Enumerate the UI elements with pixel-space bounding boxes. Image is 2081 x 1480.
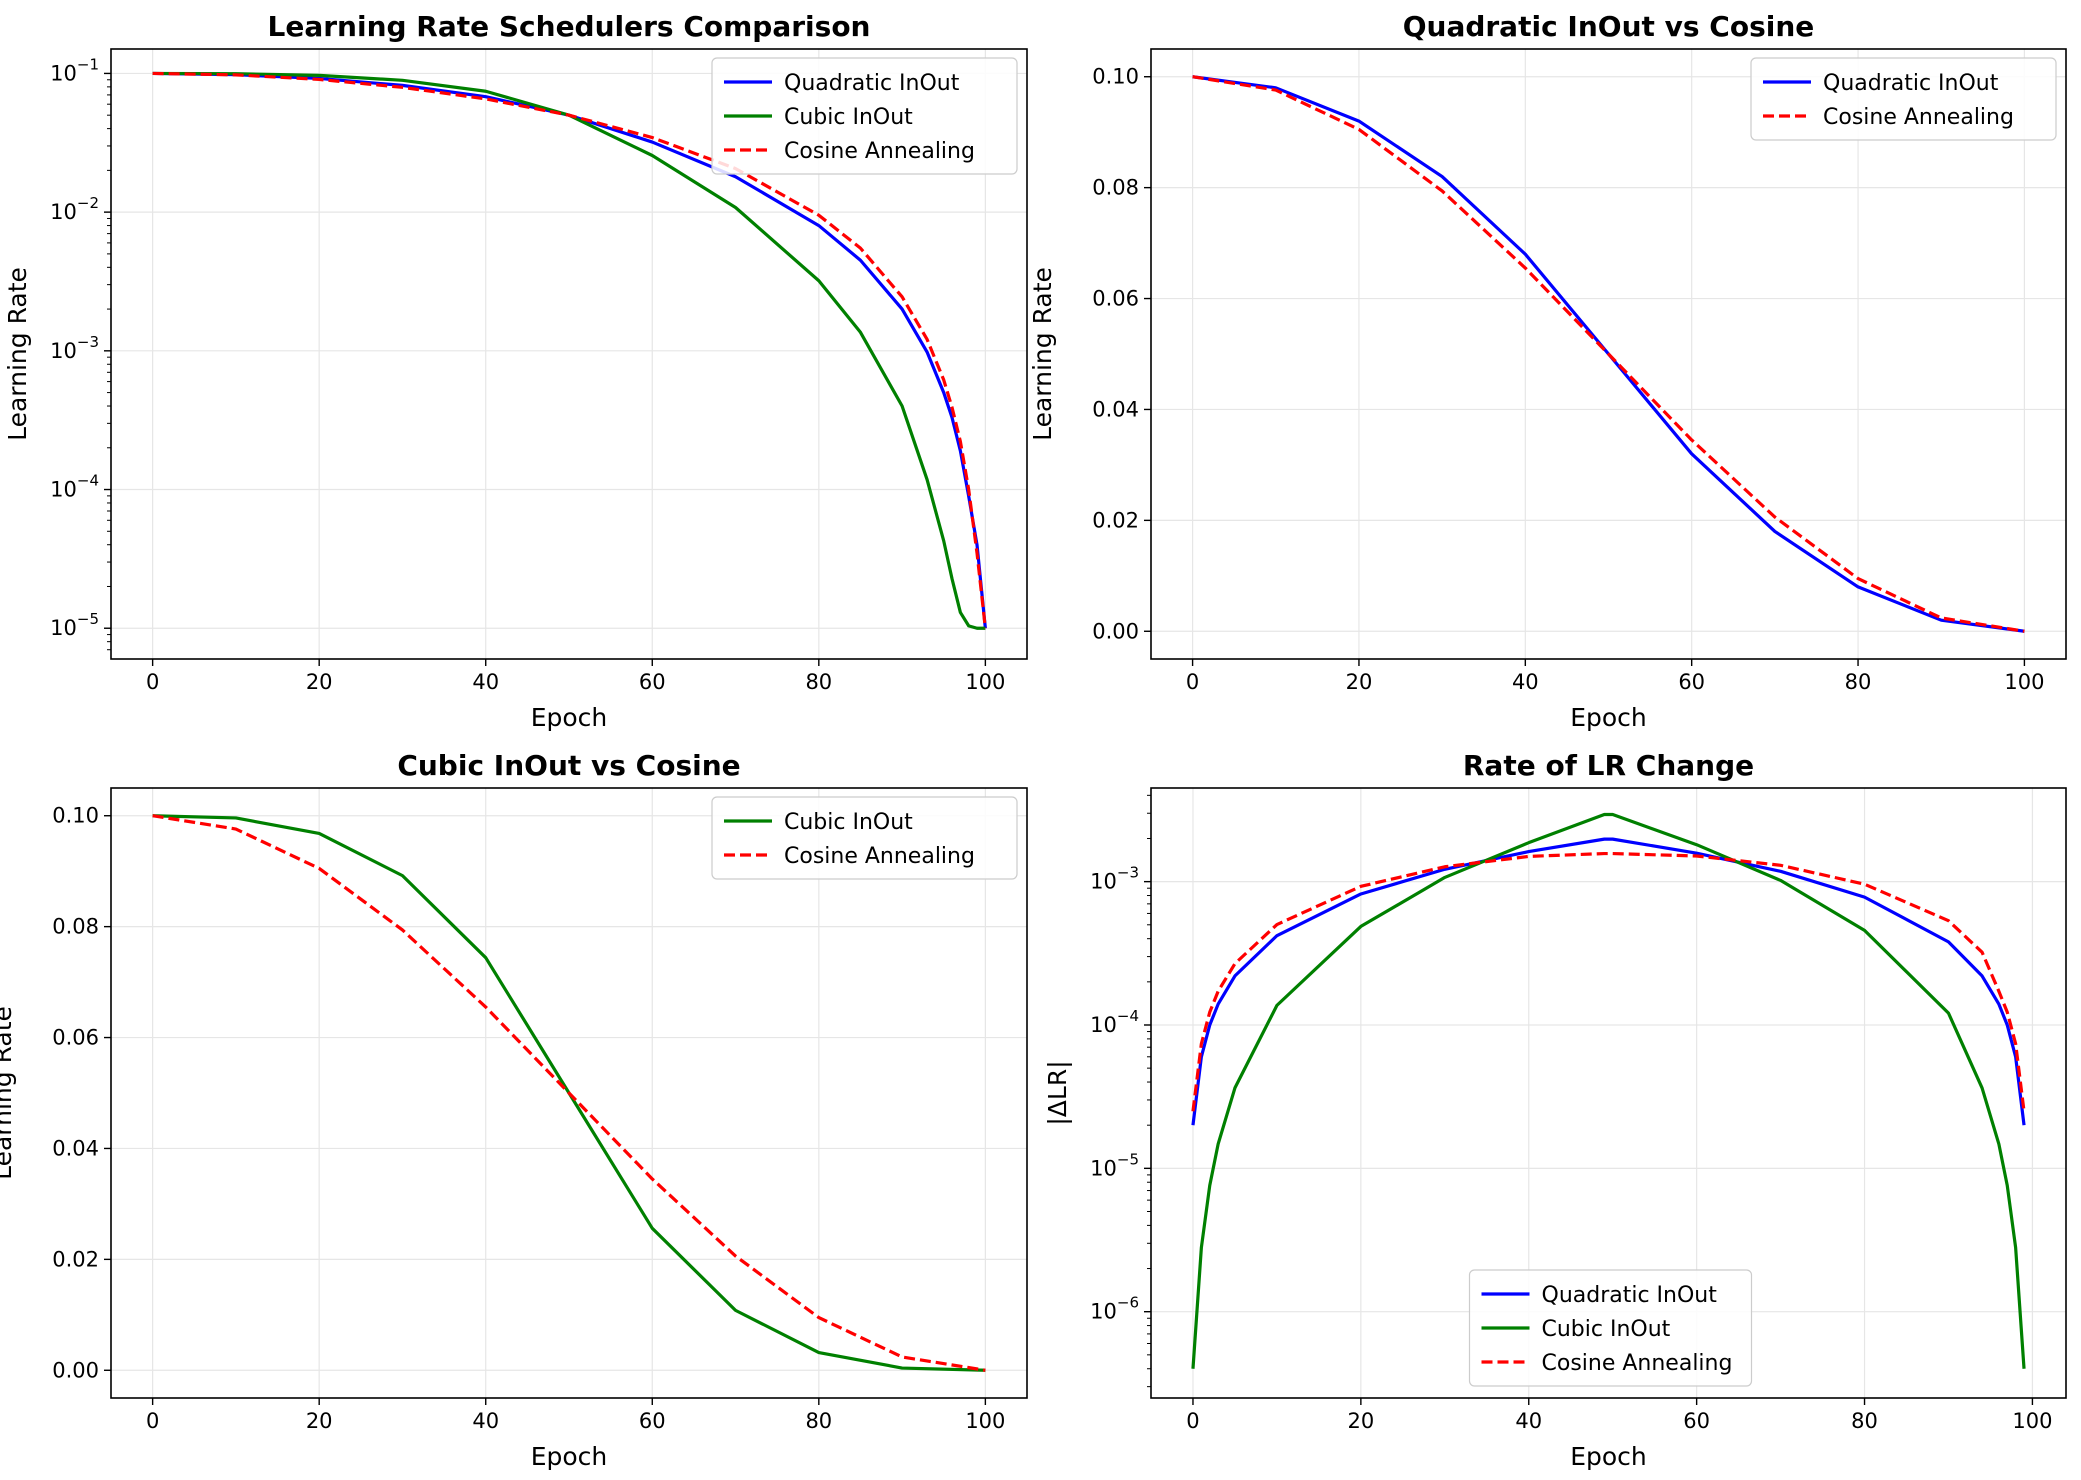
y-axis-label: |ΔLR| (1043, 1060, 1072, 1125)
y-tick-label: 10−4 (50, 472, 99, 502)
x-tick-label: 40 (1515, 1409, 1542, 1433)
subplot-1: 0 20 40 60 80 100 10−5 10−4 10−3 10−2 10−1 Learning… (3, 10, 1028, 732)
x-tick-label: 0 (1186, 1409, 1199, 1433)
series-line-cubic-inout (1191, 812, 2026, 1369)
legend-label: Quadratic InOut (784, 71, 960, 96)
y-tick-label: 10−4 (1090, 1007, 1139, 1037)
x-tick-label: 40 (472, 670, 499, 694)
x-tick-label: 80 (1851, 1409, 1878, 1433)
x-tick-label: 20 (1347, 1409, 1374, 1433)
x-tick-label: 0 (146, 670, 159, 694)
chart-title: Cubic InOut vs Cosine (397, 749, 740, 782)
legend-label: Cosine Annealing (784, 844, 975, 869)
plot-frame (110, 48, 1028, 660)
x-tick-label: 100 (965, 1409, 1005, 1433)
subplot-3: 0 20 40 60 80 100 0.00 0.02 0.04 0.06 0.08 0.10 Cubi… (0, 749, 1028, 1471)
legend-label: Quadratic InOut (1542, 1283, 1718, 1308)
y-axis-label: Learning Rate (0, 1006, 17, 1180)
x-tick-label: 40 (1512, 670, 1539, 694)
legend-box (711, 57, 1018, 175)
x-tick-label: 60 (639, 1409, 666, 1433)
x-tick-label: 100 (2012, 1409, 2052, 1433)
y-tick-label: 10−3 (50, 333, 99, 363)
y-tick-label: 10−5 (1090, 1150, 1139, 1180)
plot-frame (110, 787, 1028, 1399)
x-tick-label: 0 (146, 1409, 159, 1433)
series-line-cosine-annealing (152, 814, 986, 1372)
y-tick-label: 0.08 (52, 915, 99, 939)
chart-title: Learning Rate Schedulers Comparison (268, 10, 871, 43)
series-line-cosine-annealing (1192, 75, 2025, 633)
legend-label: Cosine Annealing (784, 139, 975, 164)
plot-frame (1150, 48, 2067, 660)
legend: Cubic InOut Cosine Annealing (711, 796, 1018, 880)
legend-box (711, 796, 1018, 880)
y-tick-label: 0.04 (1092, 397, 1139, 421)
legend-box (1750, 57, 2057, 141)
y-tick-label: 0.02 (1092, 508, 1139, 532)
y-tick-label: 0.04 (52, 1136, 99, 1160)
x-tick-label: 80 (805, 670, 832, 694)
subplot-2: 0 20 40 60 80 100 0.00 0.02 0.04 0.06 0.08 0.10 Quad… (1028, 10, 2067, 732)
plot-frame (1150, 787, 2067, 1399)
x-tick-label: 60 (1683, 1409, 1710, 1433)
x-tick-label: 80 (805, 1409, 832, 1433)
x-axis-label: Epoch (1570, 1442, 1647, 1471)
y-tick-label: 0.02 (52, 1247, 99, 1271)
legend-label: Quadratic InOut (1823, 71, 1999, 96)
y-axis-label: Learning Rate (3, 267, 32, 441)
x-axis-label: Epoch (531, 703, 608, 732)
y-tick-label: 0.06 (52, 1026, 99, 1050)
series-line-cubic-inout (152, 71, 986, 630)
subplot-4: 0 20 40 60 80 100 10−6 10−5 10−4 10−3 Rate of LR C… (1043, 749, 2067, 1471)
y-tick-label: 10−2 (50, 194, 99, 224)
y-tick-label: 10−6 (1090, 1294, 1139, 1324)
y-tick-label: 0.00 (1092, 619, 1139, 643)
legend-label: Cubic InOut (1542, 1317, 1671, 1342)
y-tick-label: 0.10 (52, 804, 99, 828)
y-tick-label: 0.06 (1092, 287, 1139, 311)
x-axis-label: Epoch (531, 1442, 608, 1471)
y-tick-label: 0.00 (52, 1358, 99, 1382)
x-tick-label: 0 (1186, 670, 1199, 694)
y-tick-label: 10−5 (50, 610, 99, 640)
y-tick-label: 0.08 (1092, 176, 1139, 200)
chart-title: Quadratic InOut vs Cosine (1403, 10, 1815, 43)
x-tick-label: 60 (639, 670, 666, 694)
x-axis-label: Epoch (1570, 703, 1647, 732)
x-tick-label: 20 (1346, 670, 1373, 694)
x-tick-label: 40 (472, 1409, 499, 1433)
x-tick-label: 100 (965, 670, 1005, 694)
chart-title: Rate of LR Change (1463, 749, 1754, 782)
x-tick-label: 80 (1845, 670, 1872, 694)
x-tick-label: 100 (2004, 670, 2044, 694)
y-axis-label: Learning Rate (1028, 267, 1057, 441)
x-tick-label: 60 (1678, 670, 1705, 694)
legend: Quadratic InOut Cubic InOut Cosine Anneali… (1468, 1269, 1753, 1387)
y-tick-label: 0.10 (1092, 65, 1139, 89)
y-tick-label: 10−3 (1090, 864, 1139, 894)
legend-label: Cosine Annealing (1542, 1351, 1733, 1376)
series-line-cosine-annealing (1191, 851, 2026, 1112)
legend: Quadratic InOut Cosine Annealing (1750, 57, 2057, 141)
series-line-quadratic-inout (1191, 837, 2026, 1126)
legend-box (1468, 1269, 1753, 1387)
x-tick-label: 20 (306, 670, 333, 694)
legend-label: Cubic InOut (784, 105, 913, 130)
legend: Quadratic InOut Cubic InOut Cosine Anneali… (711, 57, 1018, 175)
x-tick-label: 20 (306, 1409, 333, 1433)
y-tick-label: 10−1 (50, 55, 99, 85)
legend-label: Cosine Annealing (1823, 105, 2014, 130)
legend-label: Cubic InOut (784, 810, 913, 835)
